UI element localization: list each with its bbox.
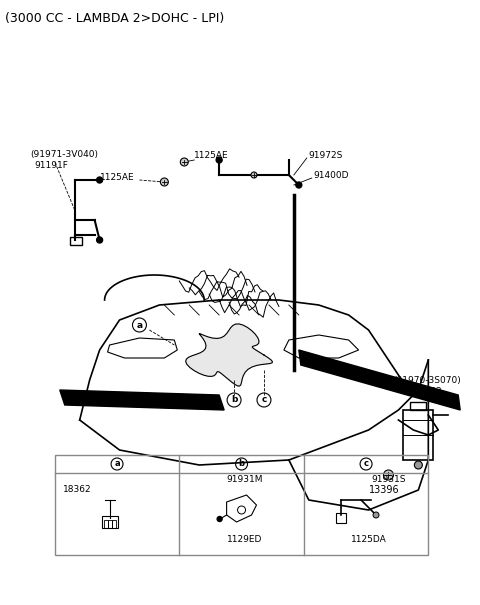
Text: c: c	[261, 396, 267, 405]
Text: 1125DA: 1125DA	[351, 535, 387, 544]
Text: (3000 CC - LAMBDA 2>DOHC - LPI): (3000 CC - LAMBDA 2>DOHC - LPI)	[5, 12, 224, 25]
Bar	[108, 520, 111, 528]
Bar	[104, 520, 108, 528]
Text: c: c	[363, 460, 369, 468]
Text: 91743: 91743	[413, 387, 442, 396]
Circle shape	[373, 512, 379, 518]
Text: 91400D: 91400D	[314, 171, 349, 180]
Text: a: a	[136, 321, 143, 330]
Circle shape	[414, 461, 422, 469]
Circle shape	[384, 470, 394, 480]
Polygon shape	[299, 350, 460, 410]
Bar	[410, 402, 426, 410]
Polygon shape	[186, 324, 273, 386]
Text: (91970-3S070): (91970-3S070)	[394, 376, 461, 385]
Circle shape	[251, 172, 257, 178]
Circle shape	[96, 237, 103, 243]
Bar	[336, 513, 346, 523]
Text: 91931M: 91931M	[227, 476, 263, 485]
Text: 91931S: 91931S	[371, 476, 406, 485]
Circle shape	[180, 158, 188, 166]
Text: 18362: 18362	[63, 485, 91, 494]
Text: 1125AE: 1125AE	[194, 151, 229, 160]
Text: 13396: 13396	[369, 485, 399, 495]
Text: a: a	[114, 460, 120, 468]
Circle shape	[96, 177, 103, 183]
Text: 1129ED: 1129ED	[227, 535, 262, 544]
Circle shape	[217, 517, 222, 522]
Circle shape	[296, 182, 302, 188]
Text: b: b	[239, 460, 244, 468]
Bar	[403, 410, 433, 460]
Text: (91971-3V040): (91971-3V040)	[30, 151, 98, 160]
Polygon shape	[60, 390, 224, 410]
Circle shape	[160, 178, 168, 186]
Bar	[111, 520, 116, 528]
Bar	[70, 237, 82, 245]
Text: 91191F: 91191F	[35, 160, 69, 169]
Text: 1125AE: 1125AE	[100, 174, 134, 183]
Text: b: b	[231, 396, 237, 405]
Text: 91972S: 91972S	[309, 151, 343, 160]
Circle shape	[216, 157, 222, 163]
Bar	[102, 516, 118, 528]
Bar	[55, 455, 428, 555]
